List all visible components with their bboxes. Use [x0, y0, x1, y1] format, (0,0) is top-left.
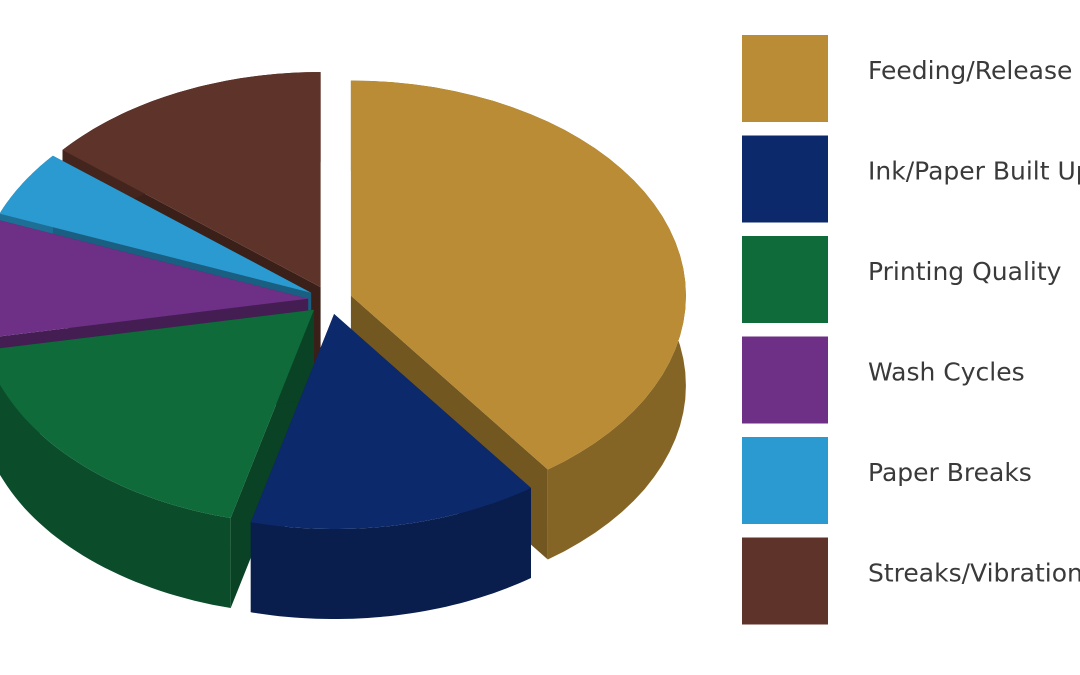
slice-side — [0, 384, 231, 608]
slice — [0, 309, 314, 518]
legend-label: Ink/Paper Built Up — [868, 157, 1080, 186]
slice-side — [250, 488, 532, 619]
slice — [0, 155, 312, 293]
legend-swatch — [742, 336, 828, 424]
legend-swatch — [742, 537, 828, 625]
slice — [0, 220, 309, 337]
pie — [0, 72, 686, 619]
legend-swatch — [742, 35, 828, 122]
slice — [250, 314, 532, 529]
legend-label: Printing Quality — [868, 257, 1062, 286]
legend-swatch — [742, 236, 828, 323]
slice — [62, 72, 321, 288]
legend: Feeding/Release Ink/Paper Built Up Printin… — [742, 35, 1080, 625]
legend-label: Streaks/Vibration — [868, 559, 1080, 588]
legend-label: Wash Cycles — [868, 358, 1025, 387]
legend-swatch — [742, 135, 828, 223]
legend-swatch — [742, 437, 828, 524]
legend-label: Paper Breaks — [868, 458, 1032, 487]
slice — [350, 80, 686, 470]
legend-label: Feeding/Release — [868, 56, 1072, 85]
